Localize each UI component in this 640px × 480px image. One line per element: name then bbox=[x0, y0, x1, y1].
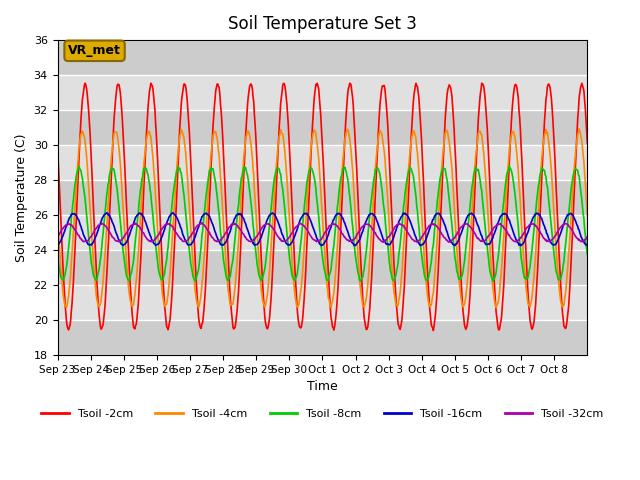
Tsoil -2cm bbox=[116, 85, 124, 91]
Tsoil -2cm bbox=[429, 328, 437, 334]
Tsoil -32cm bbox=[584, 234, 591, 240]
Line: Tsoil -8cm: Tsoil -8cm bbox=[58, 166, 588, 281]
Tsoil -32cm bbox=[54, 234, 61, 240]
Tsoil -32cm bbox=[378, 239, 385, 244]
Bar bbox=[58, 75, 588, 110]
Line: Tsoil -2cm: Tsoil -2cm bbox=[58, 83, 588, 331]
Tsoil -16cm bbox=[260, 226, 268, 231]
Tsoil -32cm bbox=[198, 220, 205, 226]
Tsoil -32cm bbox=[379, 240, 387, 245]
X-axis label: Time: Time bbox=[307, 381, 338, 394]
Tsoil -2cm bbox=[377, 93, 385, 99]
Line: Tsoil -4cm: Tsoil -4cm bbox=[58, 129, 588, 308]
Bar bbox=[58, 250, 588, 285]
Tsoil -8cm bbox=[54, 252, 61, 258]
Tsoil -4cm bbox=[378, 131, 385, 136]
Tsoil -2cm bbox=[213, 81, 221, 87]
Bar bbox=[58, 145, 588, 180]
Tsoil -16cm bbox=[116, 239, 124, 244]
Y-axis label: Soil Temperature (C): Soil Temperature (C) bbox=[15, 133, 28, 262]
Tsoil -4cm bbox=[260, 300, 268, 306]
Line: Tsoil -32cm: Tsoil -32cm bbox=[58, 223, 588, 242]
Bar bbox=[58, 285, 588, 320]
Tsoil -8cm bbox=[239, 167, 247, 173]
Tsoil -16cm bbox=[378, 231, 385, 237]
Title: Soil Temperature Set 3: Soil Temperature Set 3 bbox=[228, 15, 417, 33]
Tsoil -4cm bbox=[327, 305, 335, 311]
Tsoil -32cm bbox=[116, 238, 124, 244]
Tsoil -16cm bbox=[54, 242, 61, 248]
Tsoil -32cm bbox=[214, 239, 221, 244]
Tsoil -8cm bbox=[377, 178, 385, 184]
Tsoil -8cm bbox=[116, 212, 124, 218]
Bar bbox=[58, 215, 588, 250]
Tsoil -4cm bbox=[116, 154, 124, 159]
Tsoil -4cm bbox=[408, 137, 415, 143]
Tsoil -8cm bbox=[260, 272, 268, 278]
Tsoil -8cm bbox=[489, 278, 497, 284]
Tsoil -16cm bbox=[240, 216, 248, 222]
Bar bbox=[58, 40, 588, 75]
Tsoil -2cm bbox=[54, 142, 61, 148]
Line: Tsoil -16cm: Tsoil -16cm bbox=[58, 213, 588, 246]
Legend: Tsoil -2cm, Tsoil -4cm, Tsoil -8cm, Tsoil -16cm, Tsoil -32cm: Tsoil -2cm, Tsoil -4cm, Tsoil -8cm, Tsoi… bbox=[37, 405, 608, 424]
Tsoil -4cm bbox=[213, 135, 221, 141]
Tsoil -2cm bbox=[260, 294, 268, 300]
Tsoil -4cm bbox=[54, 214, 61, 219]
Tsoil -32cm bbox=[408, 236, 416, 242]
Tsoil -32cm bbox=[260, 222, 268, 228]
Text: VR_met: VR_met bbox=[68, 44, 121, 57]
Bar bbox=[58, 320, 588, 355]
Tsoil -2cm bbox=[584, 141, 591, 147]
Tsoil -16cm bbox=[451, 243, 459, 249]
Tsoil -16cm bbox=[169, 210, 177, 216]
Tsoil -8cm bbox=[213, 192, 221, 198]
Tsoil -4cm bbox=[575, 126, 583, 132]
Tsoil -2cm bbox=[406, 147, 414, 153]
Tsoil -16cm bbox=[584, 241, 591, 247]
Tsoil -8cm bbox=[406, 165, 414, 171]
Tsoil -16cm bbox=[408, 221, 415, 227]
Tsoil -2cm bbox=[239, 181, 247, 187]
Tsoil -32cm bbox=[240, 232, 248, 238]
Bar bbox=[58, 180, 588, 215]
Tsoil -4cm bbox=[584, 213, 591, 218]
Tsoil -2cm bbox=[478, 80, 486, 86]
Tsoil -8cm bbox=[506, 163, 513, 168]
Tsoil -16cm bbox=[214, 236, 221, 242]
Tsoil -8cm bbox=[584, 252, 591, 257]
Tsoil -4cm bbox=[239, 160, 247, 166]
Bar bbox=[58, 110, 588, 145]
